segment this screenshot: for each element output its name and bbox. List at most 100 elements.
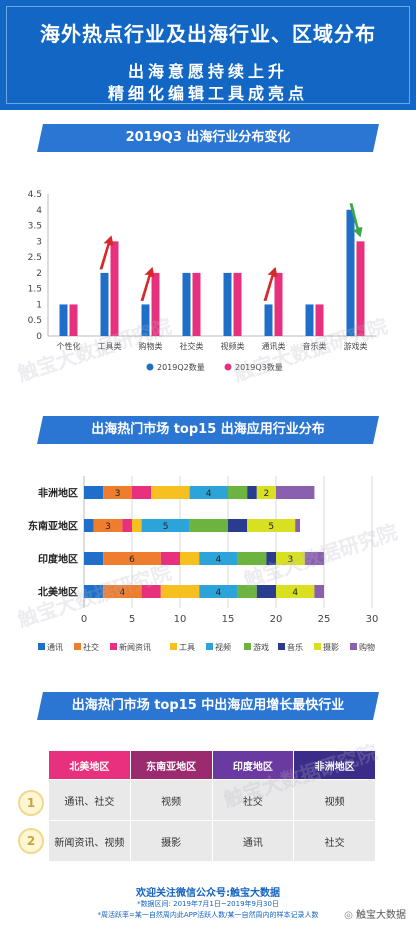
table-cell: 视频 [293, 779, 376, 821]
stacked-segment [180, 552, 200, 565]
stacked-segment [141, 585, 161, 598]
table-header-north-america: 北美地区 [48, 750, 131, 780]
x-tick-label: 30 [366, 614, 379, 625]
header-banner: 海外热点行业及出海行业、区域分布 出海意愿持续上升 精细化编辑工具成亮点 [0, 0, 416, 110]
growth-up-arrow [140, 266, 155, 301]
stacked-segment [256, 585, 276, 598]
segment-label: 4 [216, 555, 222, 565]
x-tick-label: 0 [81, 614, 87, 625]
bar-q3 [192, 272, 201, 336]
stacked-segment [151, 486, 190, 499]
table-cell: 社交 [211, 779, 295, 821]
legend-label: 视频 [215, 642, 231, 652]
legend-marker [74, 643, 81, 650]
x-tick-label: 购物类 [139, 341, 163, 351]
wechat-icon: ◎ [344, 910, 353, 921]
legend-marker [110, 643, 117, 650]
rank-badge-1: 1 [18, 790, 44, 816]
footer-definition: *周活跃率=某一自然周内此APP活跃人数/某一自然周内的样本记录人数 [97, 911, 319, 919]
page-subtitle-2: 精细化编辑工具成亮点 [107, 84, 308, 103]
stacked-segment [228, 486, 248, 499]
y-category-label: 非洲地区 [38, 487, 78, 500]
stacked-segment [247, 519, 296, 532]
y-tick-label: 0 [36, 332, 42, 342]
legend-marker [350, 643, 357, 650]
legend-marker [38, 643, 45, 650]
decline-down-arrow [349, 203, 363, 238]
stacked-segment [103, 585, 142, 598]
stacked-segment [160, 585, 200, 598]
y-category-label: 印度地区 [38, 553, 78, 566]
x-tick-label: 5 [129, 614, 135, 625]
y-tick-label: 1.5 [28, 285, 42, 295]
table-header-africa: 非洲地区 [293, 750, 376, 780]
stacked-segment [160, 552, 180, 565]
segment-label: 3 [105, 522, 111, 532]
legend-label: 新闻资讯 [119, 642, 151, 652]
bar-q2 [141, 304, 150, 336]
table-header-india: 印度地区 [211, 750, 295, 780]
stacked-segment [237, 585, 257, 598]
legend-label: 购物 [359, 642, 375, 652]
segment-label: 4 [292, 588, 298, 598]
bar-q3 [69, 304, 78, 336]
stacked-segment [199, 585, 238, 598]
stacked-bar-chart-regions: 0 5 10 15 20 25 30 非洲地区 3 4 2 东南亚地区 3 5 5 印度地区 6 4 3 北美地区 4 4… [28, 476, 379, 652]
stacked-segment [132, 519, 142, 532]
x-tick-label: 视频类 [221, 341, 245, 351]
stacked-segment [247, 486, 257, 499]
x-tick-label: 社交类 [180, 341, 204, 351]
x-tick-label: 工具类 [98, 341, 122, 351]
section-title-3: 出海热门市场 top15 中出海应用增长最快行业 [71, 698, 345, 713]
bar-q2 [305, 304, 314, 336]
section-title-2: 出海热门市场 top15 出海应用行业分布 [91, 422, 325, 437]
section-title-1: 2019Q3 出海行业分布变化 [125, 130, 291, 145]
legend-label: 2019Q2数量 [157, 362, 205, 372]
x-tick-label: 25 [318, 614, 331, 625]
rank-badge-2: 2 [18, 828, 44, 854]
stacked-segment [84, 552, 104, 565]
stacked-segment [266, 552, 276, 565]
stacked-segment [276, 585, 315, 598]
bar-chart-industry: 0 0.5 1 1.5 2 2.5 3 3.5 4 4.5 个性化 工具类 购物类 社交类 视频类 通讯类 音乐… [28, 190, 376, 372]
y-category-label: 北美地区 [38, 586, 78, 599]
stacked-segment [314, 585, 324, 598]
stacked-segment [276, 486, 315, 499]
bar-q3 [110, 241, 119, 336]
stacked-segment [103, 486, 132, 499]
stacked-segment [84, 519, 94, 532]
segment-label: 5 [163, 522, 169, 532]
bar-q2 [59, 304, 68, 336]
stacked-segment [199, 552, 238, 565]
bar-q2 [223, 272, 232, 336]
stacked-segment [237, 552, 267, 565]
stacked-segment [256, 486, 276, 499]
bar-q3 [315, 304, 324, 336]
segment-label: 4 [120, 588, 126, 598]
legend-marker [278, 643, 285, 650]
stacked-segment [295, 519, 300, 532]
stacked-segment [93, 519, 123, 532]
x-tick-label: 20 [270, 614, 283, 625]
legend-marker [146, 363, 154, 371]
bar-q3 [151, 272, 160, 336]
segment-label: 4 [206, 489, 212, 499]
wechat-account-name: 触宝大数据 [356, 910, 406, 921]
table-cell: 视频 [129, 779, 213, 821]
bar-q2 [264, 304, 273, 336]
legend-label: 社交 [83, 642, 99, 652]
stacked-segment [304, 552, 324, 565]
segment-label: 3 [115, 489, 121, 499]
segment-label: 6 [129, 555, 135, 565]
table-header-southeast-asia: 东南亚地区 [129, 750, 213, 780]
table-cell: 摄影 [129, 820, 213, 862]
y-tick-label: 4.5 [28, 190, 42, 200]
y-tick-label: 3 [36, 237, 42, 247]
y-tick-label: 1 [36, 300, 42, 310]
stacked-segment [189, 486, 228, 499]
stacked-segment [189, 519, 228, 532]
growth-up-arrow [263, 266, 278, 301]
bar-q3 [274, 272, 283, 336]
footer-follow-text: 欢迎关注微信公众号:触宝大数据 [136, 888, 280, 899]
x-tick-label: 15 [222, 614, 235, 625]
